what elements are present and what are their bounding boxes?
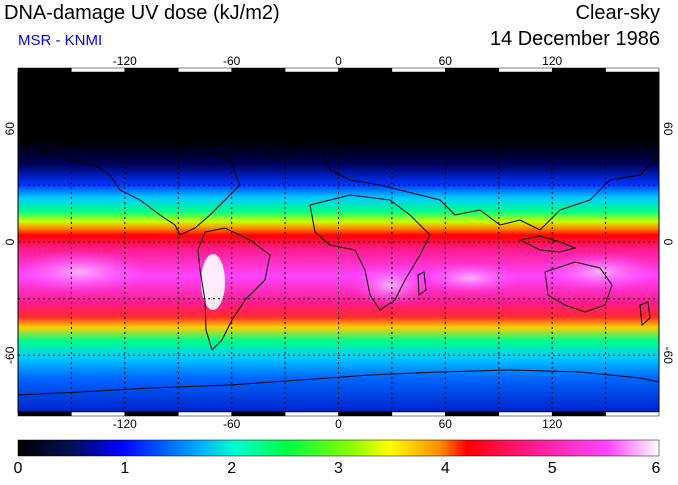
- x-tick-bottom: -60: [223, 417, 241, 431]
- uv-hotspot: [420, 262, 520, 294]
- x-tick-top: 60: [439, 54, 453, 68]
- map-title: DNA-damage UV dose (kJ/m2): [4, 2, 280, 24]
- y-tick-right: 0: [661, 239, 675, 246]
- y-tick-right: 60: [661, 122, 675, 136]
- sky-condition: Clear-sky: [575, 2, 660, 24]
- colorbar-tick: 6: [651, 460, 661, 477]
- uv-hotspot: [540, 252, 659, 292]
- coastlines: [18, 114, 659, 396]
- x-tick-top: -60: [223, 54, 241, 68]
- x-tick-top: -120: [113, 54, 137, 68]
- colorbar-tick: 2: [227, 460, 237, 477]
- x-tick-bottom: 60: [439, 417, 453, 431]
- x-tick-top: 0: [335, 54, 342, 68]
- uv-hotspot: [350, 263, 430, 307]
- x-tick-bottom: 0: [335, 417, 342, 431]
- colorbar-tick: 1: [120, 460, 130, 477]
- map-date: 14 December 1986: [489, 28, 660, 50]
- y-tick-left: 60: [3, 122, 17, 136]
- x-tick-top: 120: [542, 54, 562, 68]
- graticule: [18, 72, 659, 412]
- x-tick-bottom: 120: [542, 417, 562, 431]
- colorbar: [17, 439, 660, 457]
- colorbar-tick: 4: [440, 460, 450, 477]
- colorbar-tick: 0: [13, 460, 23, 477]
- x-tick-bottom: -120: [113, 417, 137, 431]
- uv-hotspot: [18, 250, 150, 294]
- colorbar-tick: 5: [547, 460, 557, 477]
- uv-hotspot: [201, 254, 225, 310]
- source-label: MSR - KNMI: [18, 32, 103, 49]
- y-tick-left: -60: [3, 346, 17, 364]
- map-frame: [17, 67, 660, 417]
- y-tick-right: -60: [661, 347, 675, 365]
- colorbar-tick: 3: [334, 460, 343, 477]
- y-tick-left: 0: [3, 238, 17, 245]
